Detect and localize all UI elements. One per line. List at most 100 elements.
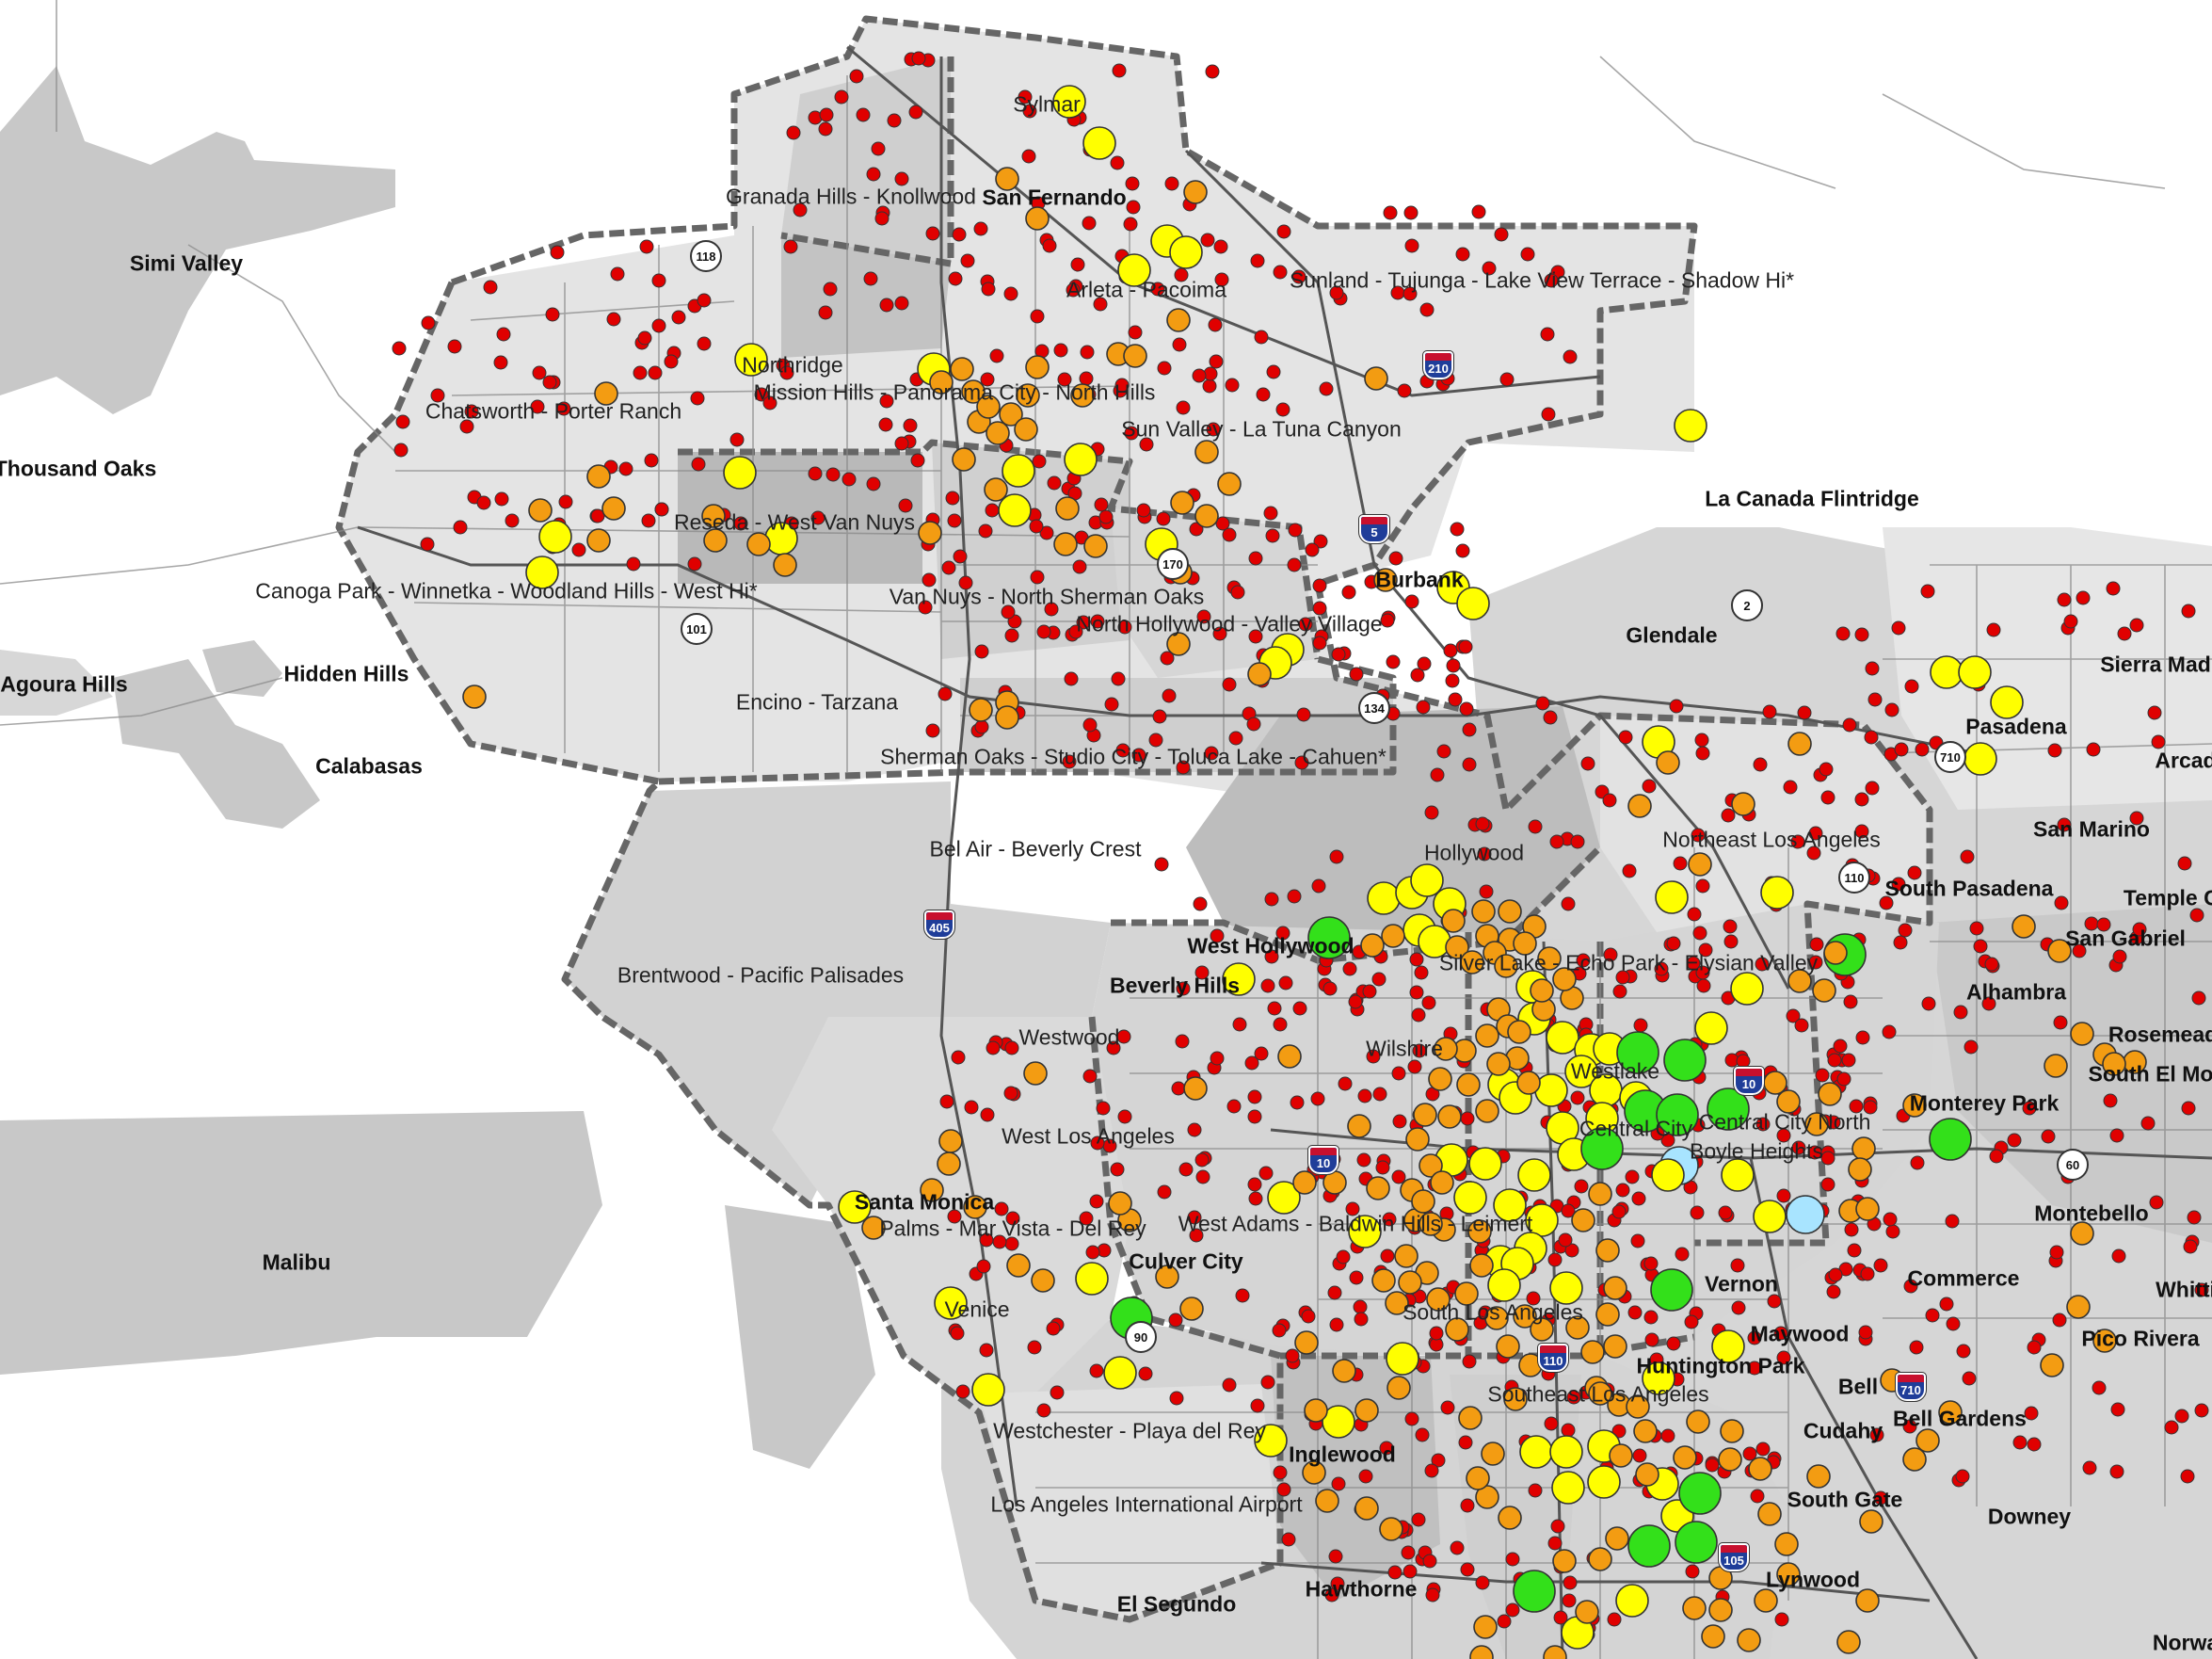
orange-marker bbox=[746, 532, 771, 556]
red-marker bbox=[1540, 327, 1555, 342]
red-marker bbox=[1222, 1377, 1237, 1393]
red-marker bbox=[871, 141, 886, 156]
red-marker bbox=[1329, 849, 1344, 864]
red-marker bbox=[1383, 205, 1398, 220]
red-marker bbox=[818, 305, 833, 320]
yellow-marker bbox=[1694, 1011, 1728, 1045]
red-marker bbox=[1904, 679, 1919, 694]
orange-marker bbox=[1458, 1406, 1483, 1430]
red-marker bbox=[1222, 677, 1237, 692]
label-commerce: Commerce bbox=[1907, 1265, 2020, 1291]
red-marker bbox=[1505, 1552, 1520, 1567]
label-glendale: Glendale bbox=[1626, 622, 1718, 648]
red-marker bbox=[1032, 454, 1047, 469]
orange-marker bbox=[1473, 1615, 1498, 1639]
red-marker bbox=[1642, 779, 1657, 794]
red-marker bbox=[2112, 949, 2127, 964]
red-marker bbox=[808, 466, 823, 481]
label-hollywood: Hollywood bbox=[1423, 840, 1525, 865]
orange-marker bbox=[1347, 1114, 1371, 1138]
mission-dark bbox=[781, 235, 951, 358]
red-marker bbox=[1790, 834, 1805, 849]
red-marker bbox=[1064, 671, 1079, 686]
red-marker bbox=[691, 457, 706, 472]
orange-marker bbox=[1419, 1212, 1443, 1236]
red-marker bbox=[779, 365, 794, 380]
yellow-marker bbox=[1322, 1405, 1355, 1439]
red-marker bbox=[762, 395, 777, 411]
red-marker bbox=[1206, 422, 1221, 437]
red-marker bbox=[1168, 1313, 1183, 1328]
red-marker bbox=[1409, 952, 1424, 967]
green-marker bbox=[1675, 1521, 1718, 1564]
red-marker bbox=[1854, 792, 1869, 807]
red-marker bbox=[1807, 1145, 1822, 1160]
orange-marker bbox=[1757, 1502, 1782, 1526]
red-marker bbox=[1248, 1191, 1263, 1206]
red-marker bbox=[1391, 1066, 1406, 1081]
orange-marker bbox=[929, 370, 954, 395]
red-marker bbox=[2132, 922, 2147, 937]
red-marker bbox=[1246, 717, 1261, 732]
red-marker bbox=[1841, 1053, 1856, 1068]
red-marker bbox=[1154, 857, 1169, 872]
red-marker bbox=[1723, 919, 1738, 934]
red-marker bbox=[1125, 176, 1140, 191]
orange-marker bbox=[2044, 1054, 2068, 1078]
red-marker bbox=[945, 491, 960, 506]
orange-marker bbox=[1855, 1197, 1880, 1221]
orange-marker bbox=[1354, 1496, 1379, 1521]
red-marker bbox=[898, 498, 913, 513]
red-marker bbox=[1494, 227, 1509, 242]
red-marker bbox=[1404, 1411, 1419, 1426]
red-marker bbox=[1833, 1039, 1848, 1054]
label-alhambra: Alhambra bbox=[1965, 979, 2067, 1005]
red-marker bbox=[1858, 1325, 1873, 1340]
red-marker bbox=[1424, 1463, 1439, 1478]
orange-marker bbox=[1304, 1398, 1328, 1423]
red-marker bbox=[1431, 1453, 1446, 1468]
red-marker bbox=[925, 226, 940, 241]
red-marker bbox=[1349, 1270, 1364, 1285]
yellow-marker bbox=[1564, 1055, 1598, 1088]
orange-marker bbox=[1812, 978, 1836, 1003]
red-marker bbox=[1690, 1205, 1705, 1220]
red-marker bbox=[1382, 1212, 1397, 1227]
red-marker bbox=[1436, 744, 1451, 759]
red-marker bbox=[2181, 1101, 2196, 1116]
orange-marker bbox=[2047, 939, 2072, 963]
orange-marker bbox=[1387, 1376, 1411, 1400]
orange-marker bbox=[1748, 1457, 1772, 1481]
red-marker bbox=[955, 1384, 970, 1399]
green-marker bbox=[1580, 1127, 1624, 1170]
orange-marker bbox=[1787, 732, 1812, 756]
red-marker bbox=[697, 336, 712, 351]
red-marker bbox=[1475, 816, 1490, 831]
red-marker bbox=[1414, 965, 1429, 980]
red-marker bbox=[1445, 673, 1460, 688]
yellow-marker bbox=[1930, 655, 1964, 689]
red-marker bbox=[1313, 534, 1328, 549]
red-marker bbox=[1783, 780, 1798, 795]
red-marker bbox=[651, 273, 666, 288]
orange-marker bbox=[1426, 1287, 1451, 1312]
red-marker bbox=[1627, 1305, 1643, 1320]
label-central-city: Central City bbox=[1579, 1116, 1693, 1141]
red-marker bbox=[1421, 995, 1436, 1010]
yellow-marker bbox=[1753, 1200, 1787, 1233]
red-marker bbox=[1273, 265, 1288, 280]
red-marker bbox=[654, 502, 669, 517]
red-marker bbox=[1455, 543, 1470, 558]
red-marker bbox=[2072, 943, 2087, 958]
red-marker bbox=[2049, 1245, 2064, 1260]
orange-marker bbox=[1605, 1526, 1629, 1551]
red-marker bbox=[1247, 1109, 1262, 1124]
orange-marker bbox=[1507, 1020, 1531, 1044]
orange-marker bbox=[1166, 632, 1191, 656]
red-marker bbox=[1329, 285, 1344, 300]
orange-marker bbox=[1708, 1598, 1733, 1622]
label-lax: Los Angeles International Airport bbox=[990, 1491, 1303, 1517]
route-shield-710: 710 bbox=[1934, 741, 1966, 773]
